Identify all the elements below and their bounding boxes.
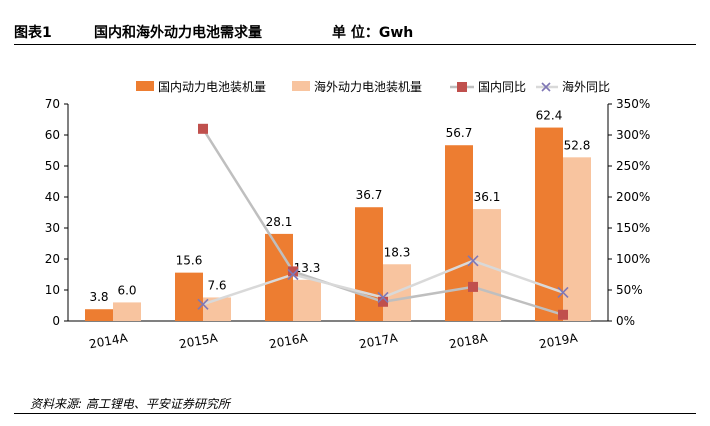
domestic-yoy-point xyxy=(468,281,478,292)
domestic-bar-label: 62.4 xyxy=(536,109,563,123)
left-tick-label: 60 xyxy=(45,128,60,142)
figure-header: 图表1 国内和海外动力电池需求量 单 位：Gwh xyxy=(14,22,694,42)
unit-label: 单 位：Gwh xyxy=(332,25,414,41)
right-tick-label: 250% xyxy=(616,159,650,173)
right-tick-label: 100% xyxy=(616,252,650,266)
overseas-bar xyxy=(293,279,321,321)
right-tick-label: 150% xyxy=(616,221,650,235)
overseas-yoy-point xyxy=(287,268,299,281)
left-tick-label: 40 xyxy=(45,190,60,204)
legend-swatch-domestic xyxy=(136,81,154,91)
right-tick-label: 0% xyxy=(616,314,635,328)
x-tick-label: 2017A xyxy=(358,331,399,352)
overseas-bar-label: 6.0 xyxy=(117,283,136,297)
overseas-bar xyxy=(113,302,141,321)
x-tick-label: 2018A xyxy=(448,331,489,352)
domestic-yoy-point xyxy=(558,309,568,320)
left-tick-label: 30 xyxy=(45,221,60,235)
source-note: 资料来源: 高工锂电、平安证券研究所 xyxy=(30,397,230,411)
legend-marker-overseas-yoy xyxy=(541,82,551,92)
domestic-bar-label: 28.1 xyxy=(266,215,293,229)
domestic-yoy-point xyxy=(198,123,208,134)
overseas-yoy-point xyxy=(197,298,209,310)
left-tick-label: 20 xyxy=(45,252,60,266)
left-tick-label: 50 xyxy=(45,159,60,173)
domestic-bar xyxy=(445,145,473,321)
x-tick-label: 2015A xyxy=(178,331,219,352)
right-tick-label: 350% xyxy=(616,97,650,111)
right-tick-label: 50% xyxy=(616,283,643,297)
domestic-bar xyxy=(85,309,113,321)
domestic-bar-label: 3.8 xyxy=(89,290,108,304)
overseas-bar-label: 13.3 xyxy=(294,261,321,275)
overseas-yoy-point xyxy=(557,286,569,299)
x-tick-label: 2019A xyxy=(538,331,579,352)
footer-rule xyxy=(14,413,696,414)
domestic-bar-label: 36.7 xyxy=(356,188,383,202)
right-tick-label: 300% xyxy=(616,128,650,142)
domestic-bar-label: 56.7 xyxy=(446,126,473,140)
domestic-bar-label: 15.6 xyxy=(176,254,203,268)
domestic-bar xyxy=(175,272,203,321)
figure-number: 图表1 xyxy=(14,25,52,41)
legend-label-overseas-yoy: 海外同比 xyxy=(562,79,610,94)
x-tick-label: 2016A xyxy=(268,331,309,352)
overseas-bar xyxy=(563,157,591,321)
overseas-bar-label: 7.6 xyxy=(207,278,226,292)
overseas-yoy-point xyxy=(377,291,389,304)
legend-label-overseas: 海外动力电池装机量 xyxy=(314,79,422,94)
legend-label-domestic: 国内动力电池装机量 xyxy=(158,80,266,94)
legend-marker-domestic-yoy xyxy=(457,82,467,92)
legend-swatch-overseas xyxy=(292,81,310,91)
domestic-yoy-point xyxy=(378,296,388,307)
right-tick-label: 200% xyxy=(616,190,650,204)
left-tick-label: 70 xyxy=(45,97,60,111)
overseas-yoy-point xyxy=(467,255,479,267)
x-tick-label: 2014A xyxy=(88,331,129,352)
overseas-bar-label: 18.3 xyxy=(384,245,411,259)
left-tick-label: 0 xyxy=(52,314,60,328)
overseas-bar-label: 36.1 xyxy=(474,190,501,204)
header-rule xyxy=(14,44,696,45)
overseas-bar xyxy=(203,297,231,321)
figure-title: 国内和海外动力电池需求量 xyxy=(94,25,262,41)
legend-label-domestic-yoy: 国内同比 xyxy=(478,80,526,94)
left-tick-label: 10 xyxy=(45,283,60,297)
overseas-bar-label: 52.8 xyxy=(564,138,591,152)
domestic-yoy-point xyxy=(288,266,298,277)
